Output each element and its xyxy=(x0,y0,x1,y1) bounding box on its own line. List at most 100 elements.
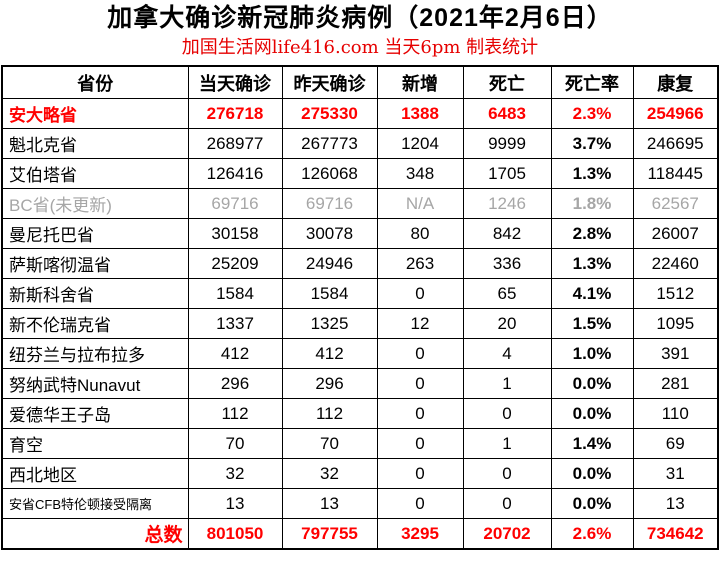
table-row: 西北地区 32 32 0 0 0.0% 31 xyxy=(1,458,719,489)
cell-new-cases: 3295 xyxy=(376,518,464,550)
table-row: 安大略省 276718 275330 1388 6483 2.3% 254966 xyxy=(1,98,719,129)
cell-province: 魁北克省 xyxy=(1,128,189,159)
cell-death-rate: 1.0% xyxy=(550,338,634,369)
table-body: 安大略省 276718 275330 1388 6483 2.3% 254966 魁北克省 26… xyxy=(1,98,719,550)
column-header-recovered: 康复 xyxy=(632,65,719,99)
cell-province: BC省(未更新) xyxy=(1,188,189,219)
cell-yesterday-confirmed: 24946 xyxy=(281,248,378,279)
cell-deaths: 1 xyxy=(462,428,552,459)
cell-today-confirmed: 25209 xyxy=(187,248,283,279)
total-row: 总数 801050 797755 3295 20702 2.6% 734642 xyxy=(1,518,719,550)
table-row: 新不伦瑞克省 1337 1325 12 20 1.5% 1095 xyxy=(1,308,719,339)
cell-deaths: 0 xyxy=(462,488,552,519)
cell-yesterday-confirmed: 1325 xyxy=(281,308,378,339)
cell-death-rate: 2.3% xyxy=(550,98,634,129)
cell-death-rate: 0.0% xyxy=(550,398,634,429)
column-header-deaths: 死亡 xyxy=(462,65,552,99)
cell-recovered: 246695 xyxy=(632,128,719,159)
cell-deaths: 842 xyxy=(462,218,552,249)
header-row: 省份 当天确诊 昨天确诊 新增 死亡 死亡率 康复 xyxy=(1,65,719,99)
cell-yesterday-confirmed: 112 xyxy=(281,398,378,429)
cell-today-confirmed: 32 xyxy=(187,458,283,489)
cell-recovered: 1512 xyxy=(632,278,719,309)
cell-today-confirmed: 1584 xyxy=(187,278,283,309)
table-row: 努纳武特Nunavut 296 296 0 1 0.0% 281 xyxy=(1,368,719,399)
cell-yesterday-confirmed: 296 xyxy=(281,368,378,399)
cell-deaths: 4 xyxy=(462,338,552,369)
table-row: 魁北克省 268977 267773 1204 9999 3.7% 246695 xyxy=(1,128,719,159)
cell-today-confirmed: 70 xyxy=(187,428,283,459)
cell-deaths: 1 xyxy=(462,368,552,399)
cell-deaths: 65 xyxy=(462,278,552,309)
cell-recovered: 22460 xyxy=(632,248,719,279)
cell-deaths: 6483 xyxy=(462,98,552,129)
cell-today-confirmed: 412 xyxy=(187,338,283,369)
cell-death-rate: 1.4% xyxy=(550,428,634,459)
table-row: 艾伯塔省 126416 126068 348 1705 1.3% 118445 xyxy=(1,158,719,189)
cell-yesterday-confirmed: 69716 xyxy=(281,188,378,219)
column-header-yesterday-confirmed: 昨天确诊 xyxy=(281,65,378,99)
cell-today-confirmed: 268977 xyxy=(187,128,283,159)
cell-death-rate: 4.1% xyxy=(550,278,634,309)
cell-recovered: 13 xyxy=(632,488,719,519)
cell-province: 安大略省 xyxy=(1,98,189,129)
cell-yesterday-confirmed: 126068 xyxy=(281,158,378,189)
cell-new-cases: 263 xyxy=(376,248,464,279)
cell-yesterday-confirmed: 1584 xyxy=(281,278,378,309)
cell-province: 爱德华王子岛 xyxy=(1,398,189,429)
cell-new-cases: 0 xyxy=(376,278,464,309)
cell-yesterday-confirmed: 267773 xyxy=(281,128,378,159)
cell-province: 新斯科舍省 xyxy=(1,278,189,309)
cell-new-cases: 0 xyxy=(376,458,464,489)
covid-cases-table: 省份 当天确诊 昨天确诊 新增 死亡 死亡率 康复 安大略省 276718 2753… xyxy=(1,65,719,550)
cell-new-cases: 0 xyxy=(376,338,464,369)
cell-death-rate: 0.0% xyxy=(550,488,634,519)
cell-recovered: 31 xyxy=(632,458,719,489)
table-row: 纽芬兰与拉布拉多 412 412 0 4 1.0% 391 xyxy=(1,338,719,369)
cell-today-confirmed: 801050 xyxy=(187,518,283,550)
cell-province: 育空 xyxy=(1,428,189,459)
cell-deaths: 1705 xyxy=(462,158,552,189)
cell-today-confirmed: 126416 xyxy=(187,158,283,189)
cell-yesterday-confirmed: 13 xyxy=(281,488,378,519)
cell-recovered: 1095 xyxy=(632,308,719,339)
cell-death-rate: 1.5% xyxy=(550,308,634,339)
cell-new-cases: 0 xyxy=(376,368,464,399)
cell-death-rate: 1.3% xyxy=(550,158,634,189)
cell-recovered: 62567 xyxy=(632,188,719,219)
cell-deaths: 0 xyxy=(462,458,552,489)
cell-new-cases: 348 xyxy=(376,158,464,189)
column-header-today-confirmed: 当天确诊 xyxy=(187,65,283,99)
cell-new-cases: 80 xyxy=(376,218,464,249)
cell-recovered: 734642 xyxy=(632,518,719,550)
cell-recovered: 281 xyxy=(632,368,719,399)
cell-today-confirmed: 30158 xyxy=(187,218,283,249)
table-row: 爱德华王子岛 112 112 0 0 0.0% 110 xyxy=(1,398,719,429)
table-row: 安省CFB特伦顿接受隔离 13 13 0 0 0.0% 13 xyxy=(1,488,719,519)
cell-deaths: 20702 xyxy=(462,518,552,550)
cell-deaths: 20 xyxy=(462,308,552,339)
cell-province: 努纳武特Nunavut xyxy=(1,368,189,399)
cell-new-cases: 0 xyxy=(376,398,464,429)
cell-yesterday-confirmed: 275330 xyxy=(281,98,378,129)
cell-today-confirmed: 1337 xyxy=(187,308,283,339)
page-title: 加拿大确诊新冠肺炎病例（2021年2月6日） xyxy=(107,4,613,32)
cell-province: 纽芬兰与拉布拉多 xyxy=(1,338,189,369)
cell-recovered: 110 xyxy=(632,398,719,429)
table-row: 育空 70 70 0 1 1.4% 69 xyxy=(1,428,719,459)
cell-yesterday-confirmed: 412 xyxy=(281,338,378,369)
column-header-death-rate: 死亡率 xyxy=(550,65,634,99)
cell-new-cases: 1388 xyxy=(376,98,464,129)
cell-yesterday-confirmed: 32 xyxy=(281,458,378,489)
cell-death-rate: 0.0% xyxy=(550,368,634,399)
cell-deaths: 1246 xyxy=(462,188,552,219)
cell-yesterday-confirmed: 70 xyxy=(281,428,378,459)
cell-today-confirmed: 13 xyxy=(187,488,283,519)
cell-deaths: 9999 xyxy=(462,128,552,159)
cell-new-cases: 12 xyxy=(376,308,464,339)
cell-new-cases: 0 xyxy=(376,488,464,519)
cell-yesterday-confirmed: 797755 xyxy=(281,518,378,550)
table-row: 曼尼托巴省 30158 30078 80 842 2.8% 26007 xyxy=(1,218,719,249)
cell-death-rate: 0.0% xyxy=(550,458,634,489)
